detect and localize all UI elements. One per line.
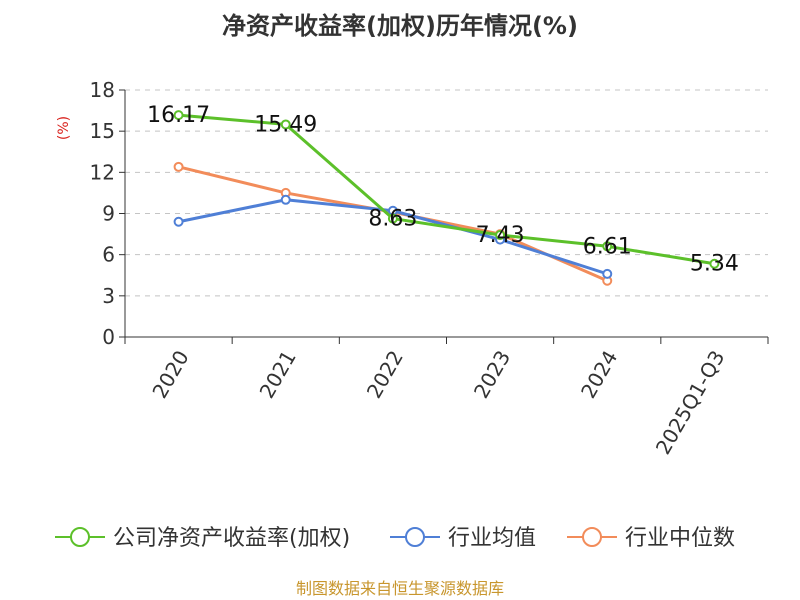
- data-point: [173, 110, 184, 121]
- data-label: 8.63: [368, 207, 417, 232]
- data-point: [602, 241, 613, 252]
- x-tick-label: 2021: [255, 346, 301, 402]
- y-tick-label: 9: [102, 202, 115, 226]
- y-axis-label: (%): [56, 116, 72, 140]
- data-point: [280, 194, 291, 205]
- data-point: [173, 161, 184, 172]
- x-tick-label: 2025Q1-Q3: [651, 346, 730, 458]
- legend-label: 公司净资产收益率(加权): [113, 526, 350, 551]
- legend: 公司净资产收益率(加权) 行业均值 行业中位数: [55, 526, 735, 551]
- data-point: [173, 216, 184, 227]
- y-tick-label: 6: [102, 243, 115, 267]
- data-labels: 16.17 15.49 8.63 7.43 6.61 5.34: [147, 103, 739, 277]
- data-point: [495, 230, 506, 241]
- source-note: 制图数据来自恒生聚源数据库: [296, 579, 504, 598]
- series-lines: [173, 110, 720, 286]
- grid-lines: [125, 89, 768, 297]
- data-label: 15.49: [254, 112, 317, 137]
- legend-label: 行业均值: [448, 526, 536, 551]
- data-point: [602, 268, 613, 279]
- x-tick-label: 2024: [576, 346, 622, 402]
- y-tick-label: 12: [90, 160, 115, 184]
- series-line: [178, 113, 715, 266]
- y-tick-label: 18: [90, 78, 115, 102]
- x-tick-label: 2023: [469, 346, 515, 402]
- data-point: [387, 213, 398, 224]
- legend-swatch-marker: [70, 527, 90, 547]
- x-tick-label: 2022: [362, 346, 408, 402]
- y-tick-label: 15: [90, 119, 115, 143]
- x-tick-label: 2020: [147, 346, 193, 402]
- data-label: 5.34: [690, 252, 739, 277]
- y-tick-label: 3: [102, 284, 115, 308]
- legend-label: 行业中位数: [625, 526, 735, 551]
- axes: 0 3 6 9 12 15 18 2020 2021 2022 2023 2024 2025Q1-Q3: [90, 78, 769, 459]
- data-point: [280, 119, 291, 130]
- legend-swatch-marker: [405, 527, 425, 547]
- chart-title: 净资产收益率(加权)历年情况(%): [222, 12, 578, 40]
- legend-swatch-marker: [582, 527, 602, 547]
- data-label: 7.43: [476, 223, 525, 248]
- data-label: 6.61: [583, 234, 632, 259]
- data-point: [709, 258, 720, 269]
- y-tick-label: 0: [102, 325, 115, 349]
- data-label: 16.17: [147, 103, 210, 128]
